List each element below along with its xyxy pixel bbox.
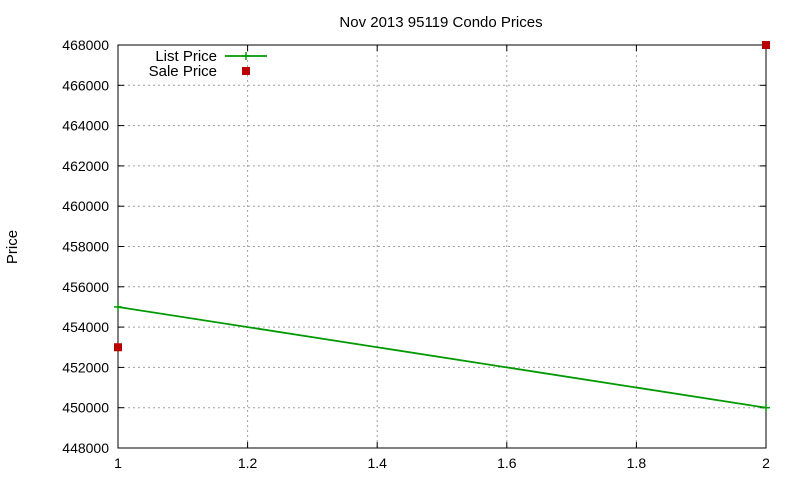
list-price-point <box>114 302 122 311</box>
legend-label: Sale Price <box>149 63 217 80</box>
y-tick-label: 464000 <box>62 118 109 134</box>
x-tick-label: 1.2 <box>238 455 258 471</box>
y-tick-label: 452000 <box>62 359 109 375</box>
chart-title: Nov 2013 95119 Condo Prices <box>339 14 542 31</box>
y-tick-label: 456000 <box>62 279 109 295</box>
plot-area <box>114 41 770 412</box>
axes: 1 1.2 1.4 1.6 1.8 2 448000 450000 452000 454000 45… <box>62 37 770 471</box>
y-tick-label: 450000 <box>62 400 109 416</box>
y-tick-label: 466000 <box>62 77 109 93</box>
sale-price-point <box>114 343 122 352</box>
x-tick-label: 1 <box>114 455 122 471</box>
y-tick-label: 468000 <box>62 37 109 53</box>
x-tick-label: 1.8 <box>627 455 647 471</box>
y-tick-label: 460000 <box>62 198 109 214</box>
x-tick-label: 1.4 <box>367 455 387 471</box>
sale-price-point <box>762 41 770 49</box>
legend-marker <box>242 52 250 60</box>
x-tick-label: 1.6 <box>497 455 517 471</box>
list-price-line <box>117 306 767 409</box>
legend-label: List Price <box>155 48 217 65</box>
y-tick-label: 448000 <box>62 440 109 456</box>
y-axis-label: Price <box>4 230 21 264</box>
grid <box>118 45 766 448</box>
y-tick-label: 454000 <box>62 319 109 335</box>
y-tick-label: 462000 <box>62 158 109 174</box>
list-price-point <box>762 403 770 412</box>
x-tick-label: 2 <box>762 455 770 471</box>
y-tick-label: 458000 <box>62 239 109 255</box>
legend-marker <box>242 67 250 75</box>
